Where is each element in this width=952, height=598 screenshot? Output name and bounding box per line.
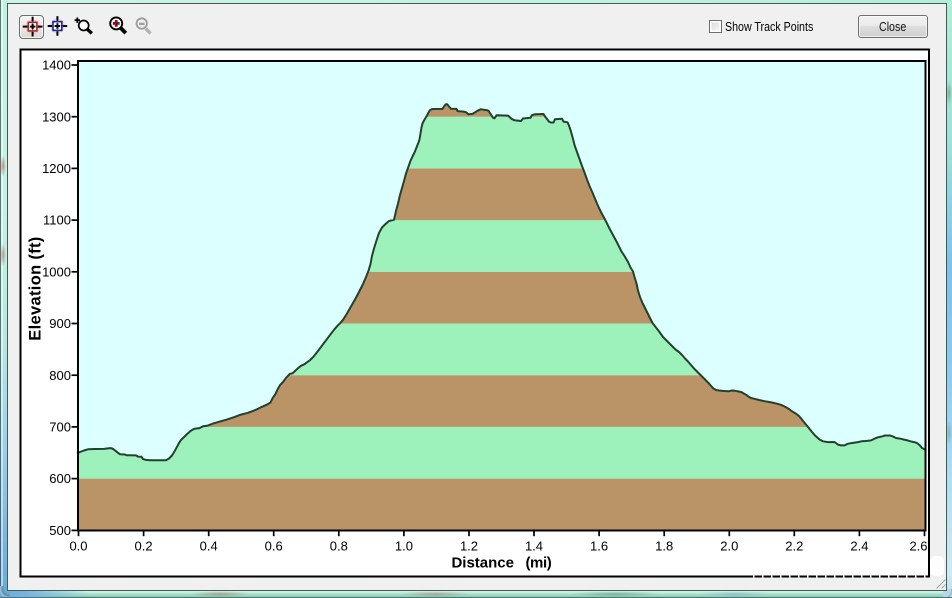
- svg-text:Elevation (ft): Elevation (ft): [27, 237, 45, 341]
- svg-text:500: 500: [49, 523, 71, 538]
- svg-text:Distance: Distance: [451, 555, 514, 572]
- svg-text:(mi): (mi): [525, 555, 551, 572]
- svg-text:0.2: 0.2: [135, 539, 153, 554]
- svg-text:1.0: 1.0: [395, 539, 413, 554]
- svg-text:900: 900: [49, 316, 71, 331]
- svg-text:600: 600: [49, 471, 71, 486]
- svg-text:0.8: 0.8: [330, 539, 348, 554]
- svg-text:700: 700: [49, 420, 71, 435]
- svg-text:1100: 1100: [43, 213, 71, 228]
- svg-text:800: 800: [49, 368, 71, 383]
- svg-text:0.6: 0.6: [265, 539, 283, 554]
- svg-text:1200: 1200: [42, 161, 71, 176]
- svg-text:1.4: 1.4: [525, 539, 543, 554]
- svg-text:2.0: 2.0: [720, 539, 738, 554]
- svg-text:2.2: 2.2: [785, 539, 803, 554]
- svg-text:1.6: 1.6: [590, 539, 608, 554]
- svg-text:1400: 1400: [42, 58, 71, 73]
- svg-text:0.0: 0.0: [69, 539, 87, 554]
- svg-text:0.4: 0.4: [200, 539, 218, 554]
- svg-text:2.6: 2.6: [909, 539, 927, 554]
- svg-text:1.8: 1.8: [655, 539, 673, 554]
- svg-text:2.4: 2.4: [850, 539, 868, 554]
- svg-text:1300: 1300: [42, 109, 71, 124]
- svg-text:1000: 1000: [42, 264, 71, 279]
- svg-text:1.2: 1.2: [460, 539, 478, 554]
